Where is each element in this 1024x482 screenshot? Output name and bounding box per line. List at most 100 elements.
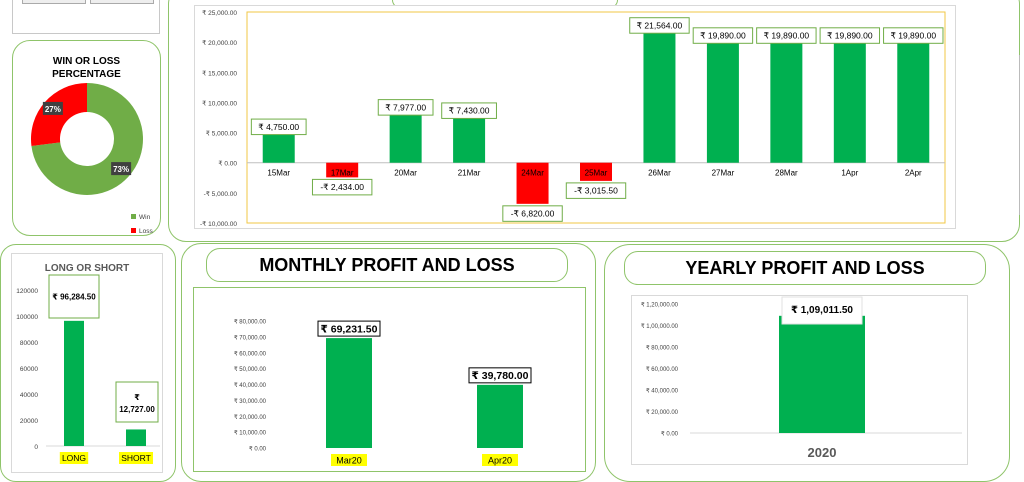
longshort-ytick-label: 20000 [20, 418, 38, 425]
daily-ytick-label: ₹ 0.00 [218, 161, 237, 168]
slicer-button-1[interactable] [22, 0, 86, 4]
yearly-data-label-box [781, 296, 863, 325]
daily-xtick-label: 15Mar [267, 169, 290, 178]
daily-xtick-label: 21Mar [458, 169, 481, 178]
daily-bar [643, 32, 676, 163]
longshort-title: LONG OR SHORT [44, 263, 130, 274]
longshort-ytick-label: 0 [34, 444, 38, 451]
longshort-data-label-box [48, 274, 100, 319]
daily-data-label: ₹ 4,750.00 [258, 122, 299, 132]
longshort-ytick-label: 60000 [20, 366, 38, 373]
longshort-data-label: ₹ [134, 393, 140, 402]
yearly-ytick-label: ₹ 1,20,000.00 [641, 302, 679, 309]
monthly-bar [326, 338, 372, 448]
monthly-chart-area: ₹ 0.00 ₹ 10,000.00 ₹ 20,000.00 ₹ 30,000.00 ₹… [193, 287, 586, 472]
winloss-chart: 73% Win 27% Loss [30, 83, 153, 233]
daily-bar [897, 42, 930, 163]
longshort-ytick-label: 40000 [20, 392, 38, 399]
monthly-ytick-label: ₹ 30,000.00 [234, 398, 267, 405]
daily-data-label-box [377, 99, 434, 116]
yearly-ytick-label: ₹ 80,000.00 [646, 345, 679, 352]
daily-data-label-box [883, 27, 944, 44]
winloss-legend-swatch [131, 228, 136, 233]
longshort-chart-area: LONG OR SHORT 0 20000 40000 60000 80000 10000… [11, 253, 163, 473]
yearly-data-label: ₹ 1,09,011.50 [791, 305, 853, 316]
yearly-ytick-label: ₹ 1,00,000.00 [641, 323, 679, 330]
winloss-panel: WIN OR LOSS PERCENTAGE 73% Win 27% Loss [12, 40, 161, 236]
monthly-data-label-box [468, 367, 532, 384]
longshort-data-label-box [115, 381, 159, 423]
monthly-ytick-label: ₹ 10,000.00 [234, 430, 267, 437]
winloss-legend-label: Loss [139, 228, 153, 233]
daily-bar [262, 134, 295, 163]
longshort-ytick-label: 120000 [16, 288, 38, 295]
daily-data-label-box [502, 205, 563, 222]
daily-ytick-label: ₹ 15,000.00 [202, 70, 237, 77]
daily-bar [833, 42, 866, 163]
monthly-ytick-label: ₹ 70,000.00 [234, 334, 267, 341]
yearly-title: YEARLY PROFIT AND LOSS [624, 251, 986, 285]
daily-plot-border [246, 11, 946, 224]
monthly-xtick-label: Mar20 [336, 456, 362, 466]
longshort-chart: 0 20000 40000 60000 80000 100000 120000 LONG SHO… [16, 274, 160, 464]
daily-data-label: ₹ 21,564.00 [637, 21, 683, 31]
daily-data-label: ₹ 19,890.00 [827, 31, 873, 41]
winloss-slice-label: 73% [113, 165, 129, 174]
daily-data-label-box [441, 102, 497, 119]
daily-xtick-label: 27Mar [712, 169, 735, 178]
winloss-title: WIN OR LOSS PERCENTAGE [52, 56, 121, 80]
daily-ytick-label: ₹ 5,000.00 [206, 131, 238, 138]
daily-data-label-box [692, 27, 754, 44]
daily-data-label: ₹ 7,430.00 [449, 106, 490, 116]
monthly-ytick-label: ₹ 0.00 [249, 446, 267, 453]
yearly-bar [779, 315, 865, 433]
daily-data-label-box [756, 27, 817, 44]
daily-ytick-label: ₹ 20,000.00 [202, 40, 237, 47]
daily-xtick-label: 17Mar [331, 169, 354, 178]
winloss-legend-label: Win [139, 214, 151, 221]
monthly-xtick-highlight [331, 454, 367, 466]
monthly-data-label: ₹ 39,780.00 [472, 370, 529, 382]
yearly-xtick-label: 2020 [808, 445, 837, 460]
daily-xtick-label: 25Mar [585, 169, 608, 178]
slicer-button-2[interactable] [90, 0, 154, 4]
daily-data-label: ₹ 19,890.00 [890, 31, 936, 41]
daily-xtick-label: 24Mar [521, 169, 544, 178]
longshort-xtick-highlight [59, 452, 89, 464]
monthly-bar [477, 384, 523, 448]
winloss-slice-label: 27% [45, 105, 61, 114]
daily-data-label: -₹ 2,434.00 [320, 182, 364, 192]
yearly-ytick-label: ₹ 60,000.00 [646, 366, 679, 373]
daily-ytick-label: -₹ 10,000.00 [200, 221, 237, 228]
yearly-ytick-label: ₹ 40,000.00 [646, 388, 679, 395]
longshort-ytick-label: 80000 [20, 340, 38, 347]
daily-data-label: -₹ 3,015.50 [574, 186, 618, 196]
monthly-ytick-label: ₹ 40,000.00 [234, 382, 267, 389]
longshort-data-label: 12,727.00 [119, 405, 155, 414]
longshort-data-label: ₹ 96,284.50 [52, 292, 96, 301]
daily-xtick-label: 1Apr [841, 169, 858, 178]
yearly-ytick-label: ₹ 0.00 [661, 431, 679, 438]
daily-bar [326, 162, 359, 178]
daily-bar [453, 117, 486, 163]
daily-chart: ₹ 25,000.00 ₹ 20,000.00 ₹ 15,000.00 ₹ 10,00… [200, 10, 946, 228]
longshort-bar [126, 429, 146, 446]
monthly-xtick-label: Apr20 [488, 456, 512, 466]
monthly-ytick-label: ₹ 60,000.00 [234, 350, 267, 357]
daily-xtick-label: 26Mar [648, 169, 671, 178]
daily-xtick-label: 20Mar [394, 169, 417, 178]
monthly-chart: ₹ 0.00 ₹ 10,000.00 ₹ 20,000.00 ₹ 30,000.00 ₹… [234, 319, 532, 466]
winloss-slice-label-box [111, 162, 132, 176]
longshort-xtick-highlight [119, 452, 153, 464]
yearly-chart: ₹ 0.00 ₹ 20,000.00 ₹ 40,000.00 ₹ 60,000.00 ₹… [641, 296, 962, 460]
daily-data-label: ₹ 19,890.00 [764, 31, 810, 41]
daily-bar [516, 162, 549, 204]
yearly-ytick-label: ₹ 20,000.00 [646, 409, 679, 416]
daily-data-label-box [250, 118, 307, 136]
top-left-panel [12, 0, 160, 34]
daily-xtick-label: 28Mar [775, 169, 798, 178]
monthly-ytick-label: ₹ 20,000.00 [234, 414, 267, 421]
daily-data-label-box [819, 27, 881, 44]
winloss-legend-swatch [131, 214, 136, 219]
right-edge-remnant [1019, 55, 1024, 215]
